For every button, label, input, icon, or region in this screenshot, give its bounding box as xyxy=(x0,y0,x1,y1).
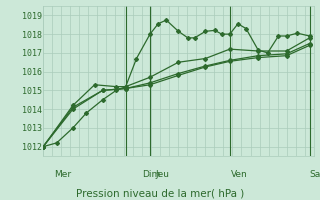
Text: Ven: Ven xyxy=(231,170,248,179)
Text: Pression niveau de la mer( hPa ): Pression niveau de la mer( hPa ) xyxy=(76,188,244,198)
Text: Jeu: Jeu xyxy=(156,170,169,179)
Text: Mer: Mer xyxy=(54,170,72,179)
Text: Sam: Sam xyxy=(309,170,320,179)
Text: Dim: Dim xyxy=(142,170,160,179)
